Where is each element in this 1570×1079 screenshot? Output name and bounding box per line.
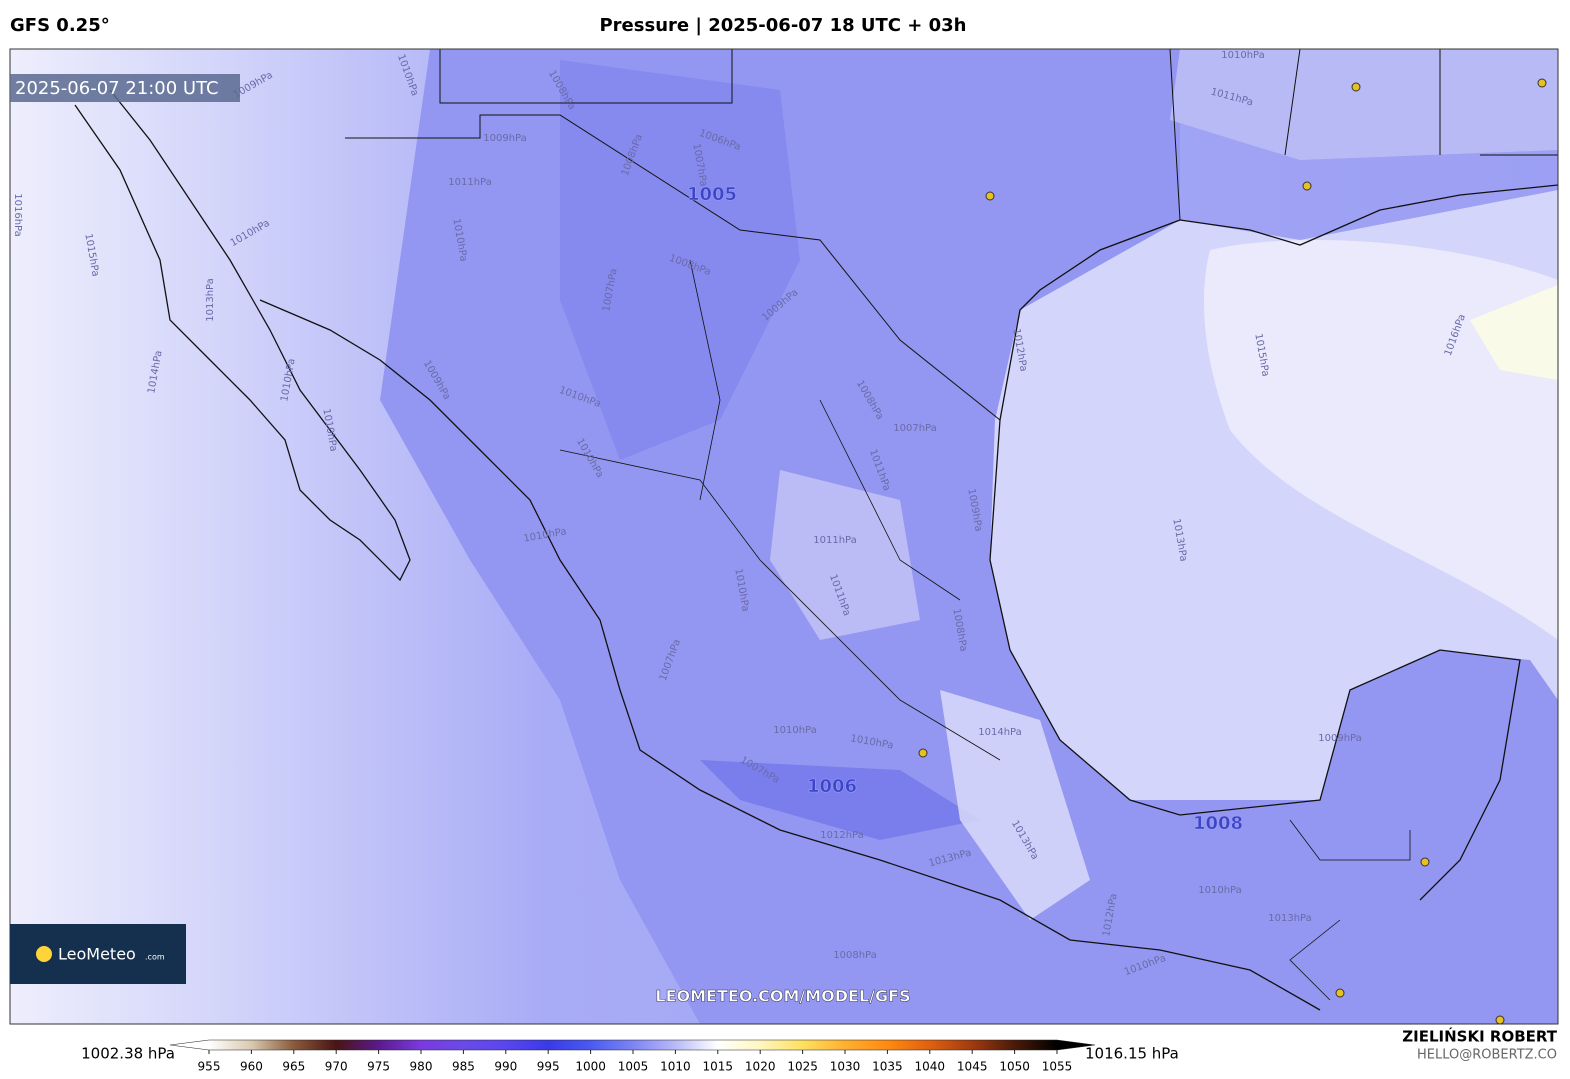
pressure-center: 1008 xyxy=(1193,813,1243,834)
colorbar-max: 1016.15 hPa xyxy=(1085,1045,1179,1063)
colorbar-tick-label: 1010 xyxy=(660,1060,691,1074)
colorbar-tick-label: 960 xyxy=(240,1060,263,1074)
isobar-label: 1014hPa xyxy=(978,727,1022,738)
colorbar-tick-label: 1020 xyxy=(745,1060,776,1074)
map: 1010hPa 1011hPa 1009hPa 1010hPa 1008hPa 1009h… xyxy=(10,49,1558,1024)
colorbar-tick-label: 980 xyxy=(410,1060,433,1074)
colorbar-tick-label: 1035 xyxy=(872,1060,903,1074)
isobar-label: 1013hPa xyxy=(1268,913,1312,924)
map-frame xyxy=(9,48,1559,1025)
colorbar-tick-label: 1050 xyxy=(999,1060,1030,1074)
isobar-label: 1011hPa xyxy=(813,535,857,546)
watermark: LEOMETEO.COM/MODEL/GFS xyxy=(655,987,910,1006)
low-area xyxy=(700,760,980,840)
isobar-label: 1010hPa xyxy=(1221,50,1265,61)
isobar-label: 1013hPa xyxy=(205,278,216,322)
colorbar-tick-label: 1055 xyxy=(1042,1060,1073,1074)
pressure-center: 1005 xyxy=(687,184,737,205)
logo-suffix: .com xyxy=(145,953,165,962)
colorbar-bar xyxy=(169,1039,1096,1051)
high-area xyxy=(940,690,1090,920)
low-area xyxy=(560,60,800,460)
isobar-label: 1011hPa xyxy=(448,177,492,188)
colorbar-tick-label: 965 xyxy=(282,1060,305,1074)
isobar-label: 1009hPa xyxy=(483,133,527,144)
timestamp-box xyxy=(10,74,240,102)
isobar-label: 1008hPa xyxy=(833,950,877,961)
gulf-high xyxy=(1204,240,1558,640)
logo-sun xyxy=(36,946,52,962)
isobar-label: 1016hPa xyxy=(12,193,23,237)
colorbar-tick-label: 1040 xyxy=(915,1060,946,1074)
colorbar: 955 960 965 970 975 980 985 990 995 1000 1005 1010 1… xyxy=(169,1039,1096,1074)
coastlines xyxy=(74,49,1558,1011)
isobar-label: 1009hPa xyxy=(1318,733,1362,744)
colorbar-tick-label: 990 xyxy=(494,1060,517,1074)
isobar-label: 1007hPa xyxy=(893,423,937,434)
colorbar-tick-label: 1005 xyxy=(618,1060,649,1074)
colorbar-tick-label: 975 xyxy=(367,1060,390,1074)
colorbar-tick-label: 1025 xyxy=(787,1060,818,1074)
isobar-label: 1010hPa xyxy=(1198,885,1242,896)
model-label: GFS 0.25° xyxy=(10,15,110,36)
timestamp: 2025-06-07 21:00 UTC xyxy=(15,78,219,99)
colorbar-tick-label: 955 xyxy=(198,1060,221,1074)
pressure-center: 1006 xyxy=(807,776,857,797)
high-area xyxy=(1470,285,1558,380)
credit-name: ZIELIŃSKI ROBERT xyxy=(1402,1027,1557,1046)
city-markers xyxy=(918,78,1547,1024)
colorbar-tick-label: 1045 xyxy=(957,1060,988,1074)
colorbar-tick-label: 970 xyxy=(325,1060,348,1074)
colorbar-min: 1002.38 hPa xyxy=(81,1045,175,1063)
us-area xyxy=(1170,49,1558,160)
credit-email: HELLO@ROBERTZ.CO xyxy=(1417,1048,1557,1063)
isobar-label: 1012hPa xyxy=(820,830,864,841)
isobar-label: 1010hPa xyxy=(773,725,817,736)
colorbar-tick-label: 1015 xyxy=(703,1060,734,1074)
colorbar-tick-label: 1030 xyxy=(830,1060,861,1074)
colorbar-tick-label: 985 xyxy=(452,1060,475,1074)
colorbar-tick-label: 1000 xyxy=(575,1060,606,1074)
logo-name: LeoMeteo xyxy=(58,945,136,964)
map-title: Pressure | 2025-06-07 18 UTC + 03h xyxy=(599,15,966,36)
high-area xyxy=(770,470,920,640)
colorbar-tick-label: 995 xyxy=(537,1060,560,1074)
